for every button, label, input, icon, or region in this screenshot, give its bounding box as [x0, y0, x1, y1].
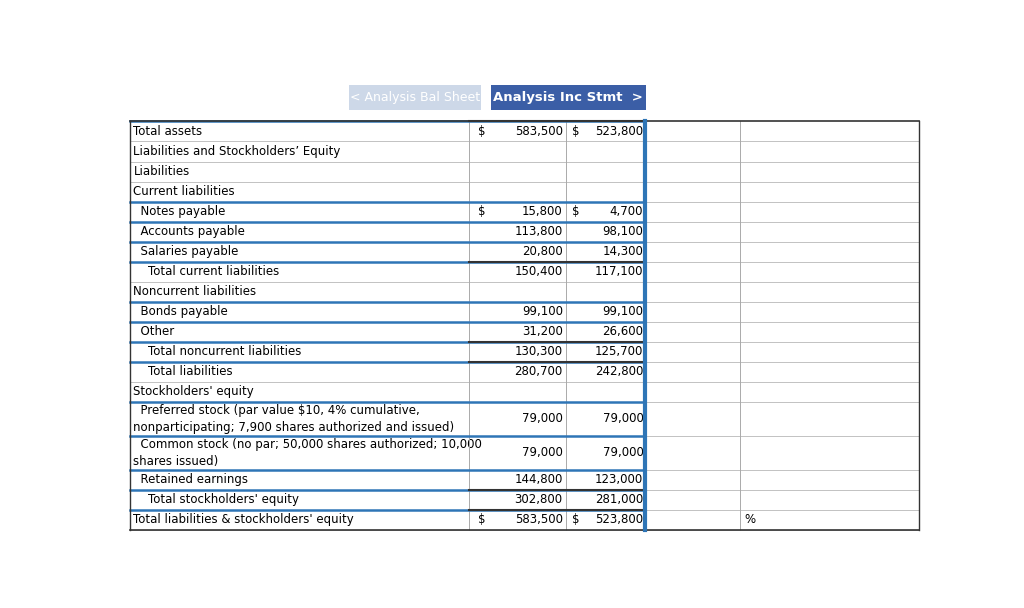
- Text: Total liabilities: Total liabilities: [133, 365, 233, 378]
- Text: 79,000: 79,000: [522, 412, 563, 425]
- Text: 20,800: 20,800: [522, 245, 563, 258]
- Text: Retained earnings: Retained earnings: [133, 473, 249, 486]
- Text: Analysis Inc Stmt  >: Analysis Inc Stmt >: [494, 91, 643, 104]
- Text: $: $: [477, 125, 485, 138]
- Text: 117,100: 117,100: [595, 265, 643, 278]
- Text: Current liabilities: Current liabilities: [133, 185, 236, 198]
- Text: 583,500: 583,500: [515, 513, 563, 526]
- Text: Stockholders' equity: Stockholders' equity: [133, 385, 254, 398]
- Text: %: %: [744, 513, 756, 526]
- Text: 98,100: 98,100: [602, 225, 643, 238]
- Text: 4,700: 4,700: [610, 205, 643, 218]
- Text: Bonds payable: Bonds payable: [133, 305, 228, 318]
- Text: 14,300: 14,300: [602, 245, 643, 258]
- Text: 281,000: 281,000: [595, 493, 643, 506]
- Bar: [349, 85, 480, 110]
- Text: 113,800: 113,800: [514, 225, 563, 238]
- Text: 302,800: 302,800: [515, 493, 563, 506]
- Text: 523,800: 523,800: [595, 513, 643, 526]
- Bar: [490, 85, 646, 110]
- Text: 26,600: 26,600: [602, 325, 643, 338]
- Text: 125,700: 125,700: [595, 345, 643, 358]
- Text: $: $: [477, 513, 485, 526]
- Text: Total current liabilities: Total current liabilities: [133, 265, 280, 278]
- Text: Preferred stock (par value $10, 4% cumulative,
nonparticipating; 7,900 shares au: Preferred stock (par value $10, 4% cumul…: [133, 404, 455, 434]
- Text: 99,100: 99,100: [522, 305, 563, 318]
- Text: 144,800: 144,800: [514, 473, 563, 486]
- Bar: [130, 122, 919, 530]
- Text: 79,000: 79,000: [602, 412, 643, 425]
- Text: $: $: [477, 205, 485, 218]
- Text: 242,800: 242,800: [595, 365, 643, 378]
- Text: Total stockholders' equity: Total stockholders' equity: [133, 493, 299, 506]
- Text: Total liabilities & stockholders' equity: Total liabilities & stockholders' equity: [133, 513, 354, 526]
- Text: 150,400: 150,400: [514, 265, 563, 278]
- Text: Other: Other: [133, 325, 175, 338]
- Text: < Analysis Bal Sheet: < Analysis Bal Sheet: [349, 91, 480, 104]
- Text: Liabilities: Liabilities: [133, 165, 189, 178]
- Text: $: $: [572, 205, 580, 218]
- Text: 79,000: 79,000: [522, 446, 563, 459]
- Text: 130,300: 130,300: [515, 345, 563, 358]
- Text: $: $: [572, 513, 580, 526]
- Text: 79,000: 79,000: [602, 446, 643, 459]
- Text: 31,200: 31,200: [522, 325, 563, 338]
- Text: 523,800: 523,800: [595, 125, 643, 138]
- Text: Noncurrent liabilities: Noncurrent liabilities: [133, 285, 257, 298]
- Text: Accounts payable: Accounts payable: [133, 225, 246, 238]
- Text: Liabilities and Stockholders’ Equity: Liabilities and Stockholders’ Equity: [133, 145, 341, 158]
- Text: Common stock (no par; 50,000 shares authorized; 10,000
shares issued): Common stock (no par; 50,000 shares auth…: [133, 438, 482, 468]
- Text: 123,000: 123,000: [595, 473, 643, 486]
- Text: Notes payable: Notes payable: [133, 205, 226, 218]
- Text: $: $: [572, 125, 580, 138]
- Text: Salaries payable: Salaries payable: [133, 245, 239, 258]
- Text: 99,100: 99,100: [602, 305, 643, 318]
- Text: 15,800: 15,800: [522, 205, 563, 218]
- Text: Total assets: Total assets: [133, 125, 203, 138]
- Text: 583,500: 583,500: [515, 125, 563, 138]
- Text: 280,700: 280,700: [514, 365, 563, 378]
- Text: Total noncurrent liabilities: Total noncurrent liabilities: [133, 345, 302, 358]
